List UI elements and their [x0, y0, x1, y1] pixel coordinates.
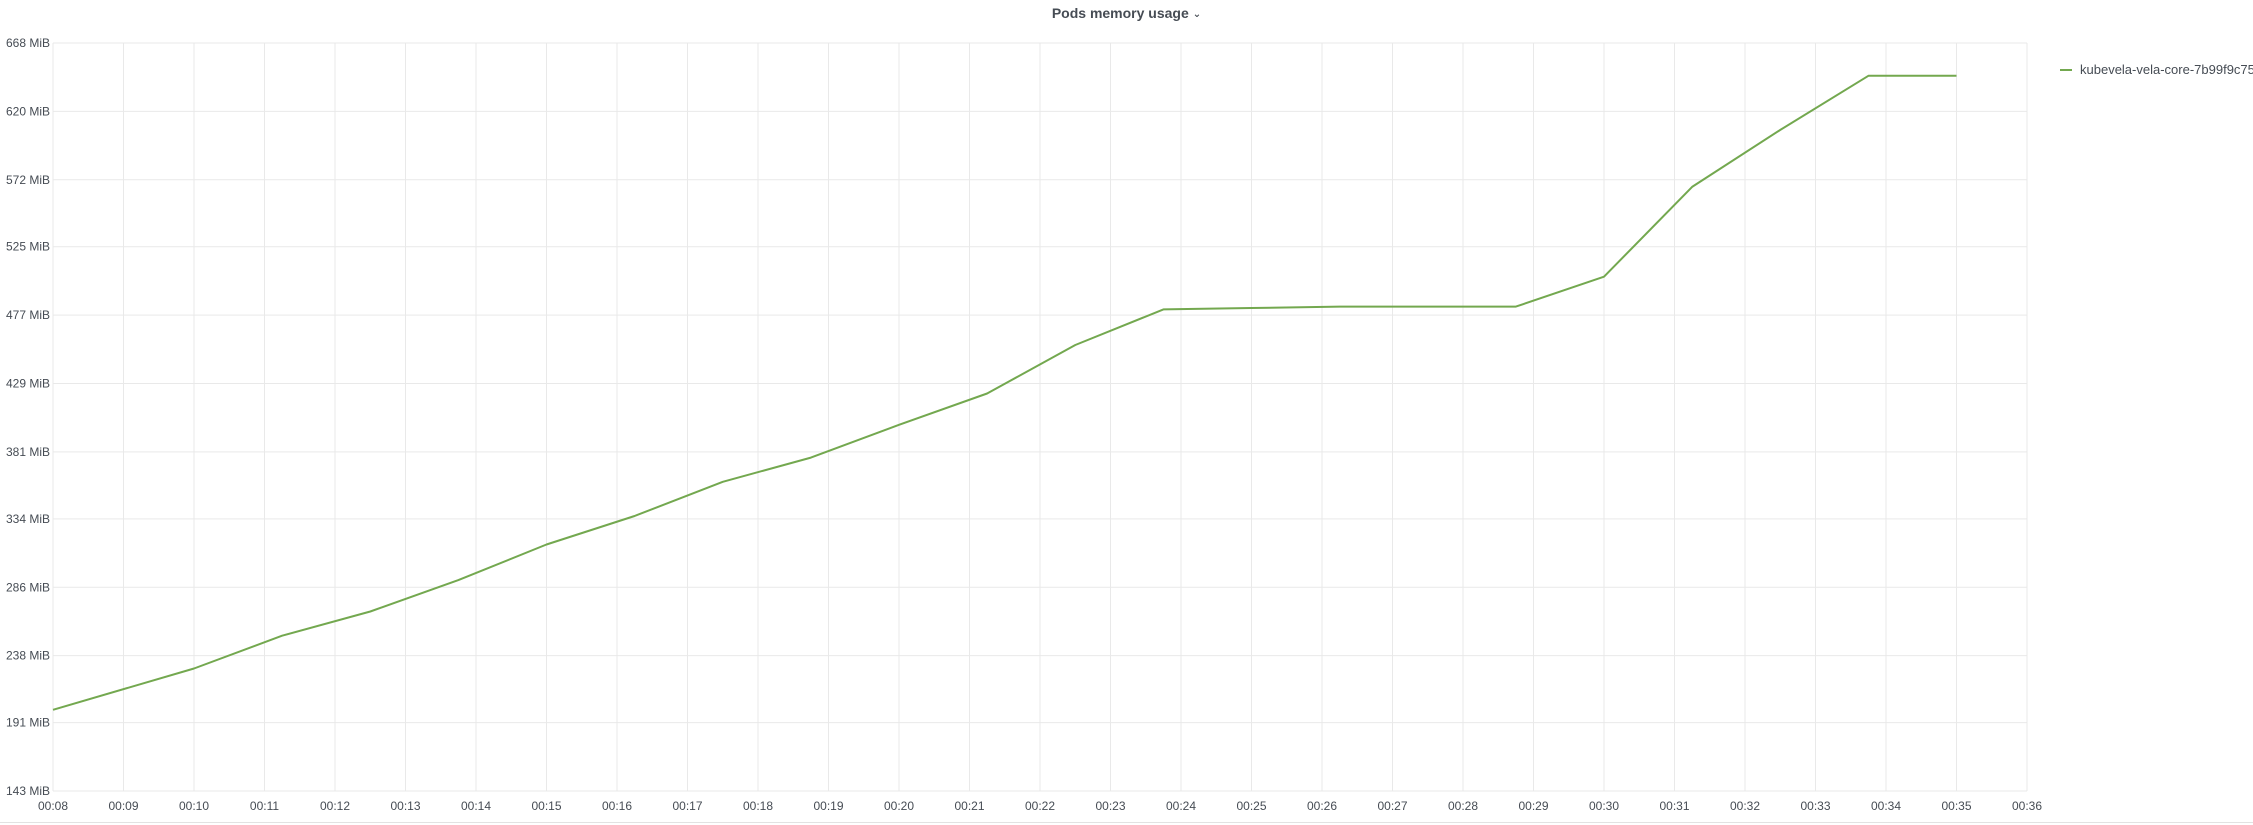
panel-header: Pods memory usage ⌄: [0, 0, 2253, 26]
x-tick-label: 00:12: [320, 799, 350, 813]
x-tick-label: 00:30: [1589, 799, 1619, 813]
y-tick-label: 286 MiB: [6, 580, 50, 594]
x-tick-label: 00:28: [1448, 799, 1478, 813]
panel-title-menu[interactable]: Pods memory usage ⌄: [1052, 5, 1201, 21]
legend-swatch: [2060, 68, 2072, 71]
y-tick-label: 334 MiB: [6, 512, 50, 526]
x-tick-label: 00:17: [672, 799, 702, 813]
legend: kubevela-vela-core-7b99f9c757: [2060, 62, 2253, 77]
legend-series-name[interactable]: kubevela-vela-core-7b99f9c757: [2080, 62, 2253, 77]
x-tick-label: 00:36: [2012, 799, 2042, 813]
y-tick-label: 620 MiB: [6, 104, 50, 118]
panel-bottom-border: [0, 822, 2253, 823]
panel-title: Pods memory usage: [1051, 5, 1189, 21]
x-tick-label: 00:29: [1518, 799, 1548, 813]
y-tick-label: 572 MiB: [6, 173, 50, 187]
x-tick-label: 00:09: [108, 799, 138, 813]
x-tick-label: 00:33: [1800, 799, 1830, 813]
x-tick-label: 00:31: [1659, 799, 1689, 813]
x-tick-label: 00:35: [1941, 799, 1971, 813]
y-tick-label: 191 MiB: [6, 716, 50, 730]
x-tick-label: 00:25: [1236, 799, 1266, 813]
x-tick-label: 00:34: [1871, 799, 1901, 813]
y-tick-label: 143 MiB: [6, 784, 50, 798]
y-tick-label: 381 MiB: [6, 445, 50, 459]
y-tick-label: 429 MiB: [6, 377, 50, 391]
x-tick-label: 00:27: [1377, 799, 1407, 813]
x-tick-label: 00:19: [813, 799, 843, 813]
series-line: [52, 74, 1957, 711]
x-tick-label: 00:11: [250, 799, 279, 813]
x-tick-label: 00:18: [743, 799, 773, 813]
x-tick-label: 00:16: [602, 799, 632, 813]
x-tick-label: 00:26: [1307, 799, 1337, 813]
x-tick-label: 00:21: [954, 799, 984, 813]
x-tick-label: 00:32: [1730, 799, 1760, 813]
y-tick-label: 668 MiB: [6, 36, 50, 50]
chevron-down-icon: ⌄: [1192, 8, 1202, 20]
x-tick-label: 00:13: [390, 799, 420, 813]
x-tick-label: 00:14: [461, 799, 491, 813]
x-tick-label: 00:10: [179, 799, 209, 813]
y-tick-label: 238 MiB: [6, 649, 50, 663]
y-tick-label: 525 MiB: [6, 240, 50, 254]
x-tick-label: 00:22: [1025, 799, 1055, 813]
x-tick-label: 00:23: [1095, 799, 1125, 813]
x-tick-label: 00:15: [531, 799, 561, 813]
y-tick-label: 477 MiB: [6, 308, 50, 322]
x-tick-label: 00:24: [1166, 799, 1196, 813]
x-tick-label: 00:20: [884, 799, 914, 813]
x-tick-label: 00:08: [38, 799, 68, 813]
